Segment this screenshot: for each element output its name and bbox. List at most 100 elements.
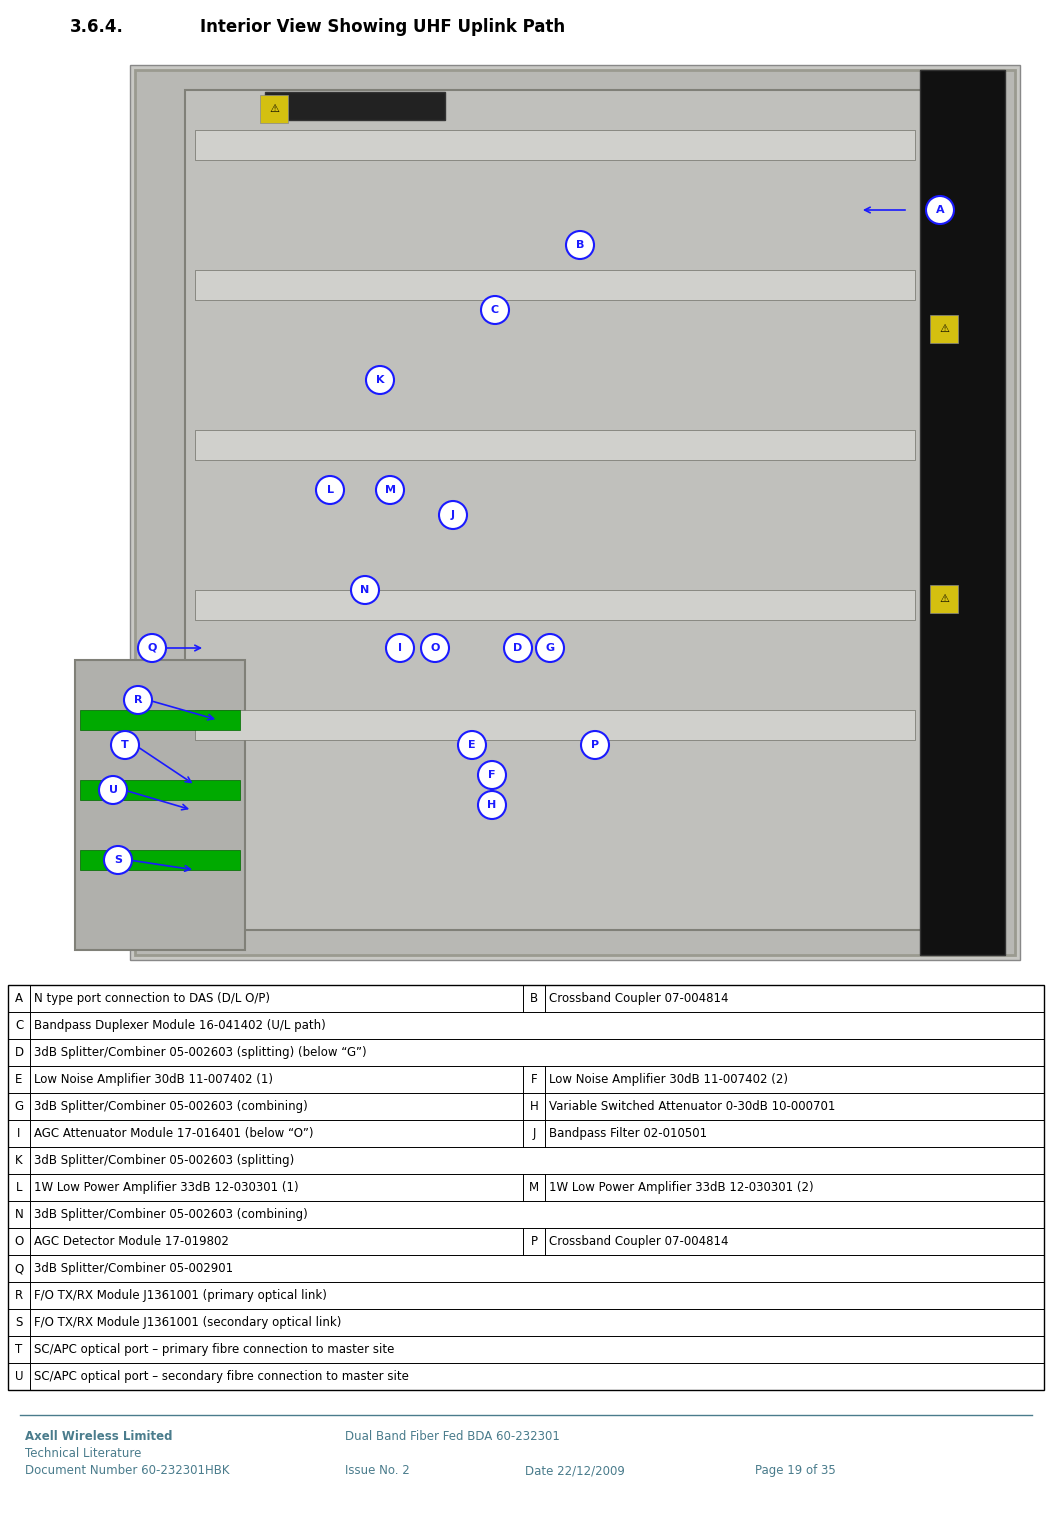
Text: Q: Q xyxy=(15,1262,23,1274)
Bar xyxy=(265,92,445,120)
Text: 3dB Splitter/Combiner 05-002603 (combining): 3dB Splitter/Combiner 05-002603 (combini… xyxy=(34,1208,308,1220)
Text: E: E xyxy=(468,740,476,749)
Bar xyxy=(195,429,915,460)
Text: Issue No. 2: Issue No. 2 xyxy=(345,1464,409,1477)
Text: E: E xyxy=(16,1073,23,1087)
Text: SC/APC optical port – secondary fibre connection to master site: SC/APC optical port – secondary fibre co… xyxy=(34,1370,409,1384)
Text: 1W Low Power Amplifier 33dB 12-030301 (2): 1W Low Power Amplifier 33dB 12-030301 (2… xyxy=(549,1180,813,1194)
Bar xyxy=(80,850,240,870)
Text: B: B xyxy=(575,240,584,249)
Bar xyxy=(260,95,288,123)
Text: C: C xyxy=(491,305,499,315)
Text: Date 22/12/2009: Date 22/12/2009 xyxy=(525,1464,625,1477)
Circle shape xyxy=(458,731,486,759)
Bar xyxy=(80,709,240,729)
Text: A: A xyxy=(935,205,945,215)
Bar xyxy=(75,660,245,950)
Text: F: F xyxy=(530,1073,538,1087)
Circle shape xyxy=(99,776,127,803)
Text: 1W Low Power Amplifier 33dB 12-030301 (1): 1W Low Power Amplifier 33dB 12-030301 (1… xyxy=(34,1180,299,1194)
Circle shape xyxy=(124,686,151,714)
Text: L: L xyxy=(326,485,333,496)
Circle shape xyxy=(581,731,609,759)
Text: Bandpass Duplexer Module 16-041402 (U/L path): Bandpass Duplexer Module 16-041402 (U/L … xyxy=(34,1019,326,1033)
Circle shape xyxy=(112,731,139,759)
Bar xyxy=(185,89,925,930)
Text: Axell Wireless Limited: Axell Wireless Limited xyxy=(25,1430,173,1444)
Text: F/O TX/RX Module J1361001 (primary optical link): F/O TX/RX Module J1361001 (primary optic… xyxy=(34,1290,327,1302)
Text: J: J xyxy=(532,1127,535,1140)
Text: A: A xyxy=(15,993,23,1005)
Bar xyxy=(130,65,1020,960)
Bar xyxy=(930,585,958,613)
Text: J: J xyxy=(451,509,456,520)
Text: K: K xyxy=(15,1154,23,1167)
Text: SC/APC optical port – primary fibre connection to master site: SC/APC optical port – primary fibre conn… xyxy=(34,1344,394,1356)
Text: 3.6.4.: 3.6.4. xyxy=(70,18,124,35)
Text: Crossband Coupler 07-004814: Crossband Coupler 07-004814 xyxy=(549,1234,728,1248)
Text: U: U xyxy=(108,785,118,796)
Text: N type port connection to DAS (D/L O/P): N type port connection to DAS (D/L O/P) xyxy=(34,993,270,1005)
Circle shape xyxy=(421,634,449,662)
Text: P: P xyxy=(591,740,599,749)
Text: T: T xyxy=(16,1344,23,1356)
Text: N: N xyxy=(15,1208,23,1220)
Bar xyxy=(135,69,1015,956)
Circle shape xyxy=(138,634,166,662)
Circle shape xyxy=(366,366,394,394)
Bar xyxy=(920,69,1005,956)
Text: O: O xyxy=(15,1234,23,1248)
Bar xyxy=(195,709,915,740)
Text: Interior View Showing UHF Uplink Path: Interior View Showing UHF Uplink Path xyxy=(200,18,565,35)
Text: Document Number 60-232301HBK: Document Number 60-232301HBK xyxy=(25,1464,229,1477)
Text: S: S xyxy=(16,1316,23,1330)
Circle shape xyxy=(316,476,344,503)
Circle shape xyxy=(478,760,506,790)
Circle shape xyxy=(439,502,467,529)
Text: Bandpass Filter 02-010501: Bandpass Filter 02-010501 xyxy=(549,1127,707,1140)
Circle shape xyxy=(566,231,594,259)
Text: Low Noise Amplifier 30dB 11-007402 (2): Low Noise Amplifier 30dB 11-007402 (2) xyxy=(549,1073,788,1087)
Text: D: D xyxy=(15,1047,23,1059)
Text: Low Noise Amplifier 30dB 11-007402 (1): Low Noise Amplifier 30dB 11-007402 (1) xyxy=(34,1073,274,1087)
Text: I: I xyxy=(398,643,402,653)
Text: 3dB Splitter/Combiner 05-002603 (splitting): 3dB Splitter/Combiner 05-002603 (splitti… xyxy=(34,1154,295,1167)
Bar xyxy=(80,780,240,800)
Text: C: C xyxy=(15,1019,23,1033)
Text: Dual Band Fiber Fed BDA 60-232301: Dual Band Fiber Fed BDA 60-232301 xyxy=(345,1430,560,1444)
Text: Page 19 of 35: Page 19 of 35 xyxy=(755,1464,835,1477)
Text: T: T xyxy=(121,740,129,749)
Circle shape xyxy=(504,634,532,662)
Text: R: R xyxy=(15,1290,23,1302)
Circle shape xyxy=(376,476,404,503)
Text: G: G xyxy=(15,1100,23,1113)
Text: AGC Detector Module 17-019802: AGC Detector Module 17-019802 xyxy=(34,1234,229,1248)
Text: H: H xyxy=(529,1100,539,1113)
Text: B: B xyxy=(530,993,538,1005)
Circle shape xyxy=(351,576,379,603)
Text: ⚠: ⚠ xyxy=(269,105,279,114)
Text: U: U xyxy=(15,1370,23,1384)
Text: 3dB Splitter/Combiner 05-002901: 3dB Splitter/Combiner 05-002901 xyxy=(34,1262,234,1274)
Text: AGC Attenuator Module 17-016401 (below “O”): AGC Attenuator Module 17-016401 (below “… xyxy=(34,1127,313,1140)
Circle shape xyxy=(104,846,132,874)
Circle shape xyxy=(386,634,414,662)
Text: K: K xyxy=(376,376,384,385)
Circle shape xyxy=(478,791,506,819)
Text: F: F xyxy=(488,770,495,780)
Text: M: M xyxy=(529,1180,539,1194)
Text: F/O TX/RX Module J1361001 (secondary optical link): F/O TX/RX Module J1361001 (secondary opt… xyxy=(34,1316,342,1330)
Circle shape xyxy=(537,634,564,662)
Text: ⚠: ⚠ xyxy=(939,325,949,334)
Text: I: I xyxy=(17,1127,21,1140)
Text: ⚠: ⚠ xyxy=(939,594,949,603)
Text: H: H xyxy=(487,800,497,810)
Text: L: L xyxy=(16,1180,22,1194)
Bar xyxy=(195,589,915,620)
Text: Variable Switched Attenuator 0-30dB 10-000701: Variable Switched Attenuator 0-30dB 10-0… xyxy=(549,1100,835,1113)
Bar xyxy=(195,129,915,160)
Text: D: D xyxy=(513,643,523,653)
Circle shape xyxy=(926,195,954,225)
Bar xyxy=(930,315,958,343)
Bar xyxy=(195,269,915,300)
